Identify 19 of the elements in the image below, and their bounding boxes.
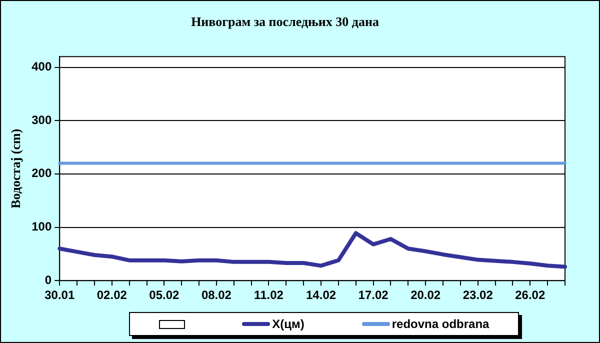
x-tick-label: 11.02	[254, 288, 284, 302]
x-tick-label: 14.02	[306, 288, 336, 302]
x-tick-label: 26.02	[515, 288, 546, 302]
y-tick-label: 200	[32, 166, 52, 180]
y-tick-label: 100	[32, 220, 52, 234]
y-tick-label: 0	[44, 272, 52, 287]
y-tick-label: 400	[32, 60, 52, 74]
x-tick-label: 08.02	[201, 288, 232, 302]
chart-title: Нивограм за последњих 30 дана	[191, 14, 380, 30]
x-tick-label: 30.01	[44, 288, 75, 302]
legend-label: redovna odbrana	[392, 317, 490, 331]
legend-label: X(цм)	[272, 317, 304, 331]
y-tick-label: 300	[32, 112, 52, 127]
y-axis-title: Водостај (cm)	[8, 128, 24, 208]
x-tick-label: 20.02	[410, 288, 441, 302]
x-tick-label: 17.02	[358, 288, 389, 302]
x-tick-label: 02.02	[96, 288, 128, 302]
x-tick-label: 23.02	[462, 288, 494, 302]
x-tick-label: 05.02	[149, 288, 180, 302]
